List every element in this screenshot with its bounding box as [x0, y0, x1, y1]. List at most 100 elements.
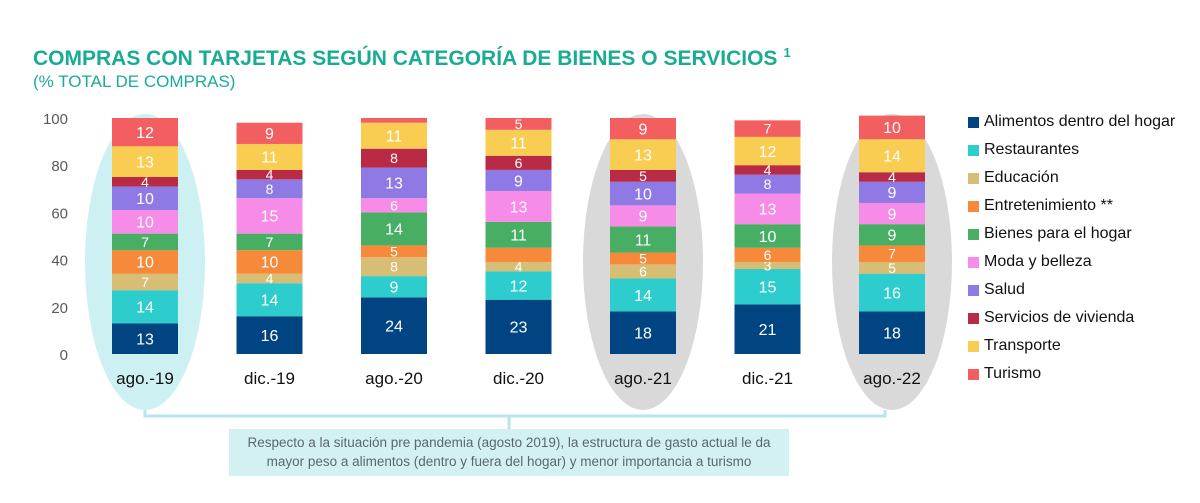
legend-label: Educación: [984, 169, 1059, 186]
bar-data-label-ago.-22-4: 9: [888, 228, 897, 245]
bar-segment-dic.-21-9: [734, 120, 801, 137]
bar-segment-ago.-21-0: [610, 311, 676, 354]
bar-segment-ago.-20-5: [361, 198, 427, 213]
bar-segment-dic.-21-5: [734, 193, 801, 225]
bar-data-label-ago.-19-7: 4: [141, 174, 149, 190]
bar-data-label-dic.-21-8: 12: [759, 144, 777, 161]
legend-swatch: [968, 172, 979, 184]
bar-segment-ago.-19-9: [112, 118, 178, 147]
legend-swatch: [968, 116, 979, 128]
bar-segment-dic.-19-5: [236, 198, 303, 234]
legend-item-9: Turismo: [968, 360, 1175, 388]
bar-data-label-ago.-22-5: 9: [888, 206, 897, 223]
bar-data-label-ago.-20-2: 8: [390, 259, 398, 275]
bar-segment-ago.-19-7: [112, 177, 178, 187]
bar-segment-ago.-21-5: [610, 205, 676, 227]
bar-segment-dic.-19-7: [236, 169, 303, 180]
bar-data-label-ago.-22-2: 5: [888, 260, 896, 276]
chart-title-footnote: 1: [783, 45, 791, 60]
bar-data-label-ago.-19-1: 14: [136, 300, 154, 317]
legend-item-3: Entretenimiento **: [968, 192, 1175, 220]
y-tick-label-60: 60: [51, 205, 68, 222]
bar-segment-ago.-22-8: [859, 139, 925, 173]
bar-data-label-dic.-20-2: 4: [515, 259, 523, 275]
bar-data-label-ago.-21-2: 6: [639, 263, 647, 279]
chart-title-text: COMPRAS CON TARJETAS SEGÚN CATEGORÍA DE …: [33, 47, 778, 70]
bar-segment-ago.-22-4: [859, 224, 925, 246]
x-tick-label-ago.-20: ago.-20: [365, 369, 423, 388]
bar-segment-ago.-21-8: [610, 139, 676, 170]
bar-segment-dic.-20-1: [485, 271, 552, 300]
bar-data-label-ago.-20-5: 6: [390, 197, 398, 213]
x-tick-label-ago.-21: ago.-21: [614, 369, 672, 388]
bar-segment-dic.-19-9: [236, 122, 303, 144]
bar-segment-dic.-20-9: [485, 118, 552, 130]
bar-data-label-dic.-19-5: 15: [261, 209, 279, 226]
bar-data-label-dic.-19-3: 10: [261, 255, 279, 272]
bar-data-label-dic.-20-8: 11: [510, 136, 527, 153]
bar-data-label-dic.-21-7: 4: [764, 162, 772, 178]
bar-data-label-dic.-21-3: 6: [764, 247, 772, 263]
legend-item-6: Salud: [968, 276, 1175, 304]
bar-data-label-ago.-21-6: 10: [634, 186, 652, 203]
bar-segment-ago.-20-1: [361, 276, 427, 298]
bar-data-label-dic.-21-4: 10: [759, 229, 777, 246]
bar-segment-ago.-21-3: [610, 252, 676, 265]
bar-segment-ago.-20-0: [361, 297, 427, 354]
bar-data-label-ago.-22-0: 18: [883, 326, 901, 343]
bar-segment-dic.-20-8: [485, 129, 552, 156]
bar-segment-ago.-20-9: [361, 118, 427, 123]
bar-data-label-dic.-20-5: 13: [510, 199, 528, 216]
legend-item-7: Servicios de vivienda: [968, 304, 1175, 332]
bar-segment-ago.-20-8: [361, 122, 427, 149]
bar-segment-dic.-19-4: [236, 233, 303, 251]
y-tick-label-40: 40: [51, 253, 68, 270]
bar-segment-ago.-21-7: [610, 169, 676, 182]
bar-data-label-dic.-20-0: 23: [510, 320, 528, 337]
bar-data-label-ago.-20-3: 5: [390, 243, 398, 259]
legend-label: Turismo: [984, 365, 1042, 382]
bar-segment-ago.-19-4: [112, 233, 178, 251]
bar-data-label-ago.-19-9: 12: [136, 125, 154, 142]
bar-segment-ago.-22-5: [859, 202, 925, 225]
bar-segment-ago.-22-6: [859, 181, 925, 203]
bar-segment-dic.-21-2: [734, 261, 801, 270]
bar-segment-ago.-22-9: [859, 115, 925, 140]
bar-data-label-ago.-21-7: 5: [639, 168, 647, 184]
bar-data-label-ago.-20-7: 8: [390, 150, 398, 166]
legend-item-8: Transporte: [968, 332, 1175, 360]
bar-data-label-ago.-22-8: 14: [883, 149, 901, 166]
legend-label: Salud: [984, 281, 1025, 298]
bar-segment-dic.-19-0: [236, 316, 303, 354]
bar-data-label-ago.-19-0: 13: [136, 331, 154, 348]
legend-item-1: Restaurantes: [968, 136, 1175, 164]
bar-segment-dic.-21-0: [734, 304, 801, 354]
bar-data-label-ago.-22-7: 4: [888, 169, 896, 185]
legend-label: Entretenimiento **: [984, 197, 1113, 214]
legend-swatch: [968, 312, 979, 324]
bar-data-label-dic.-19-4: 7: [266, 234, 274, 250]
bar-data-label-dic.-20-1: 12: [510, 278, 528, 295]
bar-data-label-ago.-20-8: 11: [386, 128, 403, 145]
bar-segment-ago.-19-6: [112, 186, 178, 211]
legend-item-4: Bienes para el hogar: [968, 220, 1175, 248]
bar-segment-ago.-22-7: [859, 172, 925, 182]
bar-data-label-dic.-19-2: 4: [266, 271, 274, 287]
legend-label: Bienes para el hogar: [984, 225, 1132, 242]
bar-data-label-dic.-21-9: 7: [764, 121, 772, 137]
bar-data-label-ago.-21-4: 11: [635, 232, 652, 249]
annotation-note: Respecto a la situación pre pandemia (ag…: [229, 429, 789, 476]
bar-data-label-dic.-19-7: 4: [266, 167, 274, 183]
bar-segment-dic.-20-0: [485, 299, 552, 354]
bar-segment-dic.-20-3: [485, 247, 552, 262]
legend-item-0: Alimentos dentro del hogar: [968, 108, 1175, 136]
bar-data-label-dic.-19-8: 11: [261, 150, 278, 167]
bar-data-label-ago.-22-1: 16: [883, 285, 901, 302]
bar-data-label-dic.-19-1: 14: [261, 292, 279, 309]
bar-data-label-ago.-20-4: 14: [385, 222, 403, 239]
bar-segment-ago.-21-9: [610, 118, 676, 140]
bar-segment-dic.-21-4: [734, 224, 801, 248]
bar-data-label-ago.-21-5: 9: [639, 209, 648, 226]
bar-data-label-dic.-21-0: 21: [759, 322, 777, 339]
bar-data-label-dic.-19-0: 16: [261, 328, 279, 345]
